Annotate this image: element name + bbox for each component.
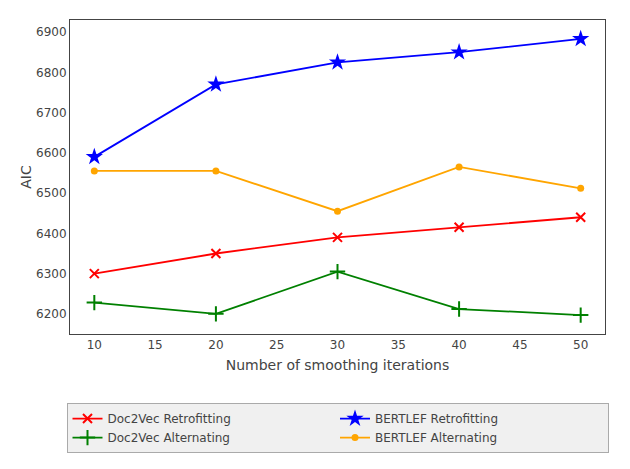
svg-text:45: 45	[512, 338, 527, 352]
svg-text:25: 25	[269, 338, 284, 352]
svg-text:AIC: AIC	[18, 165, 34, 189]
svg-text:20: 20	[208, 338, 223, 352]
svg-text:Doc2Vec Alternating: Doc2Vec Alternating	[108, 431, 230, 445]
svg-text:30: 30	[330, 338, 345, 352]
svg-text:Doc2Vec Retrofitting: Doc2Vec Retrofitting	[108, 412, 231, 426]
svg-text:6300: 6300	[36, 267, 67, 281]
svg-text:6600: 6600	[36, 146, 67, 160]
svg-text:6900: 6900	[36, 25, 67, 39]
svg-text:6800: 6800	[36, 66, 67, 80]
svg-text:15: 15	[147, 338, 162, 352]
svg-text:40: 40	[451, 338, 466, 352]
svg-text:35: 35	[391, 338, 406, 352]
svg-text:6400: 6400	[36, 227, 67, 241]
svg-text:6200: 6200	[36, 307, 67, 321]
svg-text:6700: 6700	[36, 106, 67, 120]
svg-text:BERTLEF Alternating: BERTLEF Alternating	[375, 431, 497, 445]
svg-text:Number of smoothing iterations: Number of smoothing iterations	[226, 357, 450, 373]
svg-text:10: 10	[87, 338, 102, 352]
svg-text:BERTLEF Retrofitting: BERTLEF Retrofitting	[375, 412, 498, 426]
svg-text:50: 50	[573, 338, 588, 352]
svg-text:6500: 6500	[36, 186, 67, 200]
